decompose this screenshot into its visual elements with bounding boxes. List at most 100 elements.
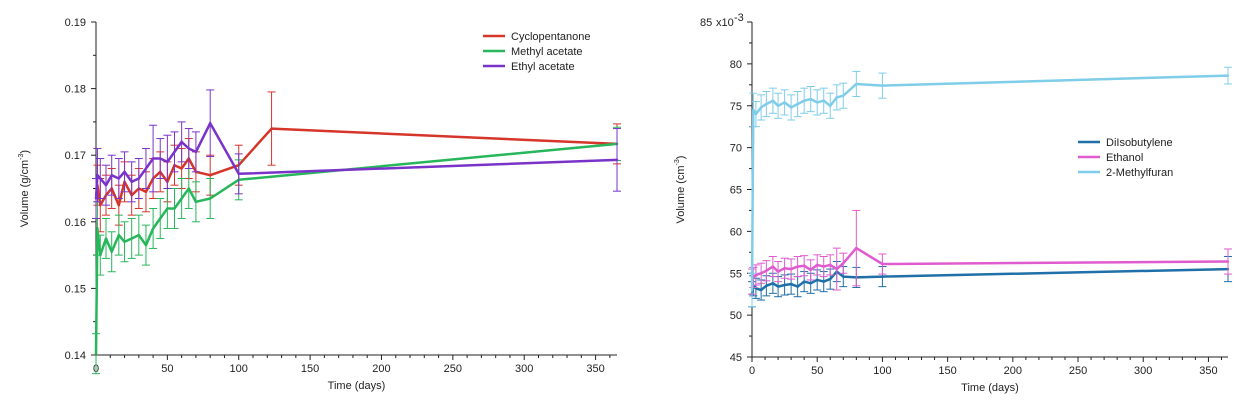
- data-point: [137, 233, 141, 237]
- data-point: [180, 197, 183, 200]
- chart-right: 45 50 55 60 65 70 75 80 85 x10 -3 0 50 100 150 200 250 30…: [674, 12, 1232, 394]
- data-point: [822, 280, 825, 283]
- x-axis-title: Time (days): [961, 382, 1019, 394]
- data-point: [802, 99, 806, 102]
- data-point: [110, 250, 113, 253]
- legend-label: Ethanol: [1106, 152, 1143, 164]
- series-2-methylfuran: [748, 66, 1232, 308]
- data-point: [759, 272, 763, 275]
- data-point: [615, 158, 619, 162]
- data-point: [130, 237, 133, 240]
- x-tick-label: 300: [515, 363, 533, 375]
- data-point: [789, 267, 793, 271]
- data-point: [816, 101, 819, 104]
- x-tick-label: 100: [230, 363, 248, 375]
- data-point: [809, 268, 812, 272]
- data-point: [123, 170, 126, 174]
- data-point: [796, 265, 799, 268]
- y-tick-label: 55: [730, 268, 742, 280]
- data-point: [104, 237, 108, 240]
- data-point: [270, 127, 273, 130]
- data-point: [796, 102, 799, 106]
- series-line: [96, 127, 618, 207]
- x-tick-label: 50: [811, 365, 823, 377]
- series-line: [94, 142, 618, 354]
- data-point: [159, 217, 162, 220]
- data-point: [802, 264, 806, 267]
- data-point: [194, 150, 198, 154]
- data-point: [151, 157, 155, 160]
- legend-label: 2-Methylfuran: [1106, 167, 1173, 179]
- y-tick-label: 65: [730, 185, 742, 197]
- y-scale-note-exponent: -3: [734, 12, 744, 24]
- y-tick-label: 0.19: [65, 17, 86, 29]
- x-tick-label: 150: [301, 363, 319, 375]
- y-tick-label: 75: [730, 101, 742, 113]
- y-tick-label: 60: [730, 226, 742, 238]
- data-point: [776, 270, 780, 273]
- data-point: [765, 284, 768, 288]
- data-point: [765, 269, 768, 272]
- data-point: [173, 207, 176, 210]
- data-point: [144, 190, 148, 194]
- x-tick-label: 350: [1199, 365, 1217, 377]
- data-point: [166, 207, 169, 210]
- data-point: [117, 177, 121, 180]
- data-point: [754, 112, 758, 116]
- data-point: [881, 84, 884, 87]
- data-point: [137, 177, 141, 180]
- y-tick-label: 85: [700, 17, 712, 29]
- series-methyl-acetate: [92, 126, 621, 375]
- x-tick-label: 250: [1069, 365, 1087, 377]
- y-axis-title: Volume (g/cm-3): [18, 150, 31, 227]
- x-tick-label: 50: [161, 363, 173, 375]
- y-tick-label: 0.16: [65, 217, 86, 229]
- data-point: [842, 275, 845, 278]
- x-axis-title: Time (days): [328, 380, 386, 392]
- data-point: [776, 285, 780, 288]
- data-point: [829, 263, 832, 267]
- data-point: [809, 97, 812, 101]
- data-point: [809, 282, 812, 285]
- series-line: [94, 121, 618, 199]
- legend-label: DiIsobutylene: [1106, 137, 1173, 149]
- y-tick-label: 80: [730, 59, 742, 71]
- legend-label: Cyclopentanone: [511, 31, 591, 43]
- data-point: [783, 101, 786, 104]
- y-tick-label: 0.17: [65, 150, 86, 162]
- x-tick-label: 0: [749, 365, 755, 377]
- data-point: [208, 197, 212, 200]
- data-point: [822, 99, 825, 102]
- data-point: [208, 173, 212, 177]
- y-tick-label: 50: [730, 310, 742, 322]
- data-point: [151, 227, 155, 230]
- chart-left: 0.140.150.160.170.180.190501001502002503…: [18, 17, 621, 392]
- data-point: [796, 285, 799, 288]
- data-point: [842, 94, 845, 97]
- data-point: [180, 167, 183, 170]
- data-point: [754, 273, 758, 277]
- legend-label: Methyl acetate: [511, 46, 583, 58]
- data-point: [96, 173, 99, 177]
- data-point: [159, 157, 162, 160]
- data-point: [822, 265, 825, 268]
- data-point: [99, 203, 102, 207]
- data-point: [835, 96, 838, 99]
- data-point: [881, 275, 884, 278]
- data-point: [816, 263, 819, 267]
- data-point: [94, 197, 98, 200]
- series-ethanol: [748, 209, 1232, 295]
- data-point: [881, 262, 884, 266]
- x-tick-label: 350: [586, 363, 604, 375]
- data-point: [104, 183, 108, 187]
- data-point: [752, 108, 755, 112]
- data-point: [194, 200, 198, 204]
- data-point: [750, 288, 754, 292]
- x-tick-label: 250: [444, 363, 462, 375]
- data-point: [94, 352, 98, 355]
- data-point: [829, 277, 832, 281]
- series-ethyl-acetate: [92, 89, 621, 219]
- x-tick-label: 100: [873, 365, 891, 377]
